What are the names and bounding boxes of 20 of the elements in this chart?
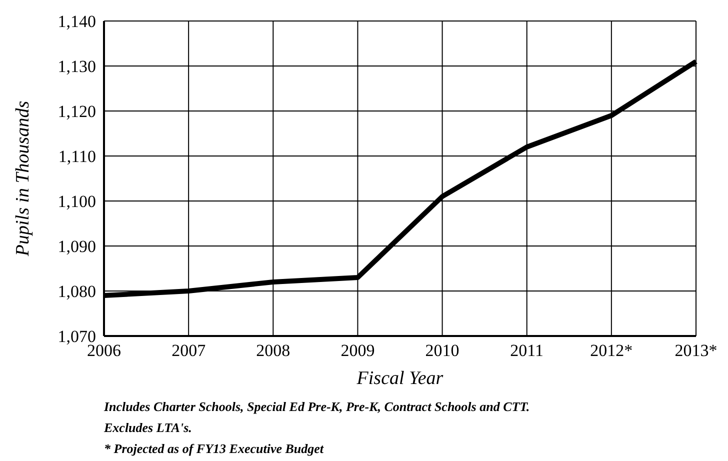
text: Excludes LTA's. bbox=[104, 419, 193, 437]
x-tick-label: 2013* bbox=[674, 341, 718, 360]
x-tick-label: 2008 bbox=[256, 341, 290, 360]
text: * Projected as of FY13 Executive Budget bbox=[104, 440, 325, 458]
x-tick-label: 2009 bbox=[340, 341, 375, 360]
x-tick-label: 2006 bbox=[87, 341, 121, 360]
x-tick-label: 2010 bbox=[425, 341, 460, 360]
y-tick-label: 1,110 bbox=[58, 147, 96, 166]
x-tick-label: 2011 bbox=[510, 341, 544, 360]
y-tick-label: 1,100 bbox=[58, 192, 96, 212]
y-tick-label: 1,120 bbox=[58, 102, 96, 122]
x-tick-label: 2007 bbox=[172, 341, 206, 360]
text: Includes Charter Schools, Special Ed Pre-K, Pre-K, Contract Schools and CTT. bbox=[104, 398, 531, 416]
y-tick-label: 1,140 bbox=[58, 12, 96, 32]
x-tick-label: 2012* bbox=[590, 341, 633, 360]
y-tick-label: 1,130 bbox=[58, 57, 96, 76]
y-tick-label: 1,090 bbox=[58, 237, 96, 256]
y-tick-label: 1,080 bbox=[58, 282, 96, 302]
x-axis-title: Fiscal Year bbox=[356, 368, 444, 389]
y-axis-title: Pupils in Thousands bbox=[12, 100, 34, 258]
